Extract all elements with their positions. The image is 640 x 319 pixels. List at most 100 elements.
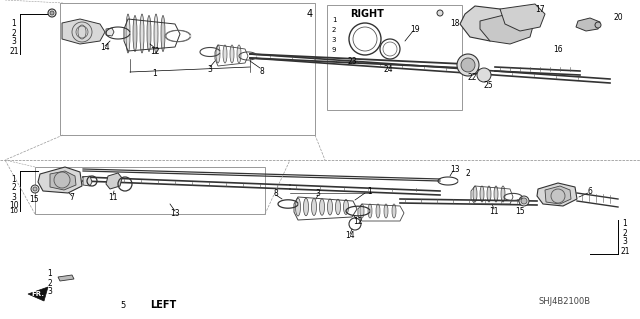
Ellipse shape	[161, 16, 165, 51]
Ellipse shape	[501, 186, 505, 202]
Polygon shape	[545, 186, 571, 204]
Polygon shape	[500, 4, 545, 31]
Circle shape	[33, 187, 37, 191]
Ellipse shape	[335, 199, 340, 215]
Polygon shape	[537, 183, 577, 206]
Text: 12: 12	[150, 47, 160, 56]
Text: 20: 20	[613, 12, 623, 21]
Text: 10: 10	[10, 208, 19, 214]
Text: FR.: FR.	[31, 291, 45, 297]
Polygon shape	[106, 28, 114, 36]
Ellipse shape	[223, 45, 227, 63]
Ellipse shape	[133, 16, 137, 51]
Text: 6: 6	[588, 187, 593, 196]
Text: 19: 19	[410, 25, 420, 33]
Polygon shape	[62, 19, 105, 44]
Ellipse shape	[230, 45, 234, 63]
Text: 13: 13	[170, 209, 180, 218]
Text: 24: 24	[383, 65, 393, 75]
Polygon shape	[460, 6, 510, 41]
Text: 13: 13	[450, 165, 460, 174]
Polygon shape	[576, 18, 600, 31]
Text: 18: 18	[451, 19, 460, 28]
Circle shape	[31, 185, 39, 193]
Polygon shape	[83, 176, 92, 186]
Bar	[60, 3, 315, 135]
Text: 10: 10	[9, 202, 19, 211]
Text: 2: 2	[332, 27, 336, 33]
Text: 2: 2	[623, 228, 627, 238]
Text: 3: 3	[12, 192, 17, 202]
Text: 21: 21	[620, 247, 630, 256]
Text: 1: 1	[332, 17, 336, 23]
Polygon shape	[58, 275, 74, 281]
Text: 22: 22	[467, 73, 477, 83]
Ellipse shape	[344, 199, 349, 214]
Text: 25: 25	[483, 80, 493, 90]
Ellipse shape	[328, 199, 333, 215]
Text: 3: 3	[332, 37, 336, 43]
Polygon shape	[106, 173, 122, 189]
Ellipse shape	[360, 204, 364, 218]
Text: 21: 21	[9, 47, 19, 56]
Circle shape	[477, 68, 491, 82]
Circle shape	[437, 10, 443, 16]
Circle shape	[461, 58, 475, 72]
Ellipse shape	[154, 14, 158, 53]
Ellipse shape	[140, 14, 144, 53]
Text: 2: 2	[12, 183, 17, 192]
Circle shape	[519, 196, 529, 206]
Circle shape	[48, 9, 56, 17]
Text: 1: 1	[367, 187, 372, 196]
Text: 4: 4	[307, 9, 313, 19]
Text: 2: 2	[466, 169, 470, 179]
Text: 11: 11	[108, 192, 118, 202]
Ellipse shape	[368, 204, 372, 218]
Text: 3: 3	[623, 238, 627, 247]
Ellipse shape	[392, 204, 396, 218]
Ellipse shape	[147, 16, 151, 51]
Ellipse shape	[319, 199, 324, 215]
Text: 15: 15	[29, 195, 39, 204]
Ellipse shape	[376, 204, 380, 218]
Polygon shape	[480, 11, 535, 44]
Text: RIGHT: RIGHT	[350, 9, 384, 19]
Ellipse shape	[216, 45, 220, 63]
Text: 1: 1	[47, 270, 52, 278]
Text: 1: 1	[12, 19, 17, 28]
Text: 7: 7	[70, 194, 74, 203]
Text: 23: 23	[347, 57, 357, 66]
Text: 1: 1	[152, 70, 157, 78]
Ellipse shape	[296, 198, 301, 216]
Text: 1: 1	[12, 174, 17, 183]
Circle shape	[457, 54, 479, 76]
Text: 3: 3	[12, 38, 17, 47]
Text: 15: 15	[515, 206, 525, 216]
Text: 2: 2	[12, 28, 17, 38]
Ellipse shape	[237, 45, 241, 63]
Text: 14: 14	[345, 232, 355, 241]
Circle shape	[521, 198, 527, 204]
Bar	[327, 5, 462, 110]
Ellipse shape	[126, 14, 130, 53]
Text: 1: 1	[623, 219, 627, 228]
Text: 3: 3	[207, 64, 212, 73]
Ellipse shape	[312, 198, 317, 216]
Text: 14: 14	[100, 43, 110, 53]
Text: 5: 5	[120, 300, 125, 309]
Text: SHJ4B2100B: SHJ4B2100B	[539, 296, 591, 306]
Text: 12: 12	[353, 217, 363, 226]
Circle shape	[595, 22, 601, 28]
Text: 17: 17	[535, 4, 545, 13]
Polygon shape	[50, 171, 76, 190]
Text: 16: 16	[553, 44, 563, 54]
Text: 11: 11	[489, 206, 499, 216]
Polygon shape	[28, 287, 48, 301]
Ellipse shape	[473, 186, 477, 202]
Text: 3: 3	[316, 189, 321, 197]
Polygon shape	[38, 167, 82, 193]
Ellipse shape	[303, 198, 308, 216]
Text: LEFT: LEFT	[150, 300, 176, 310]
Text: 2: 2	[47, 278, 52, 287]
Ellipse shape	[480, 186, 484, 202]
